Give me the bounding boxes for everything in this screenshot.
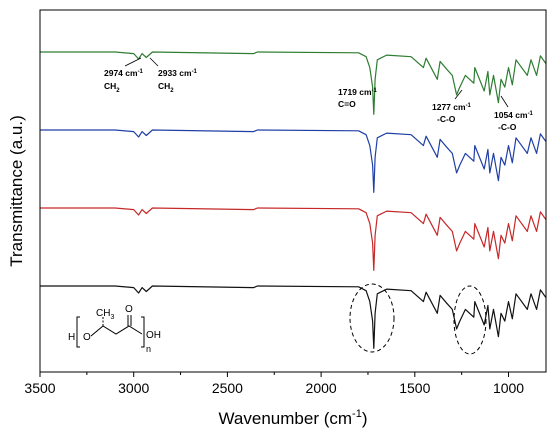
- annotation-1054: 1054 cm-1 -C-O: [494, 95, 534, 132]
- annotation-2974-leader: [124, 57, 142, 67]
- structure-ester-oxygen: O: [83, 332, 91, 343]
- annotation-1719-group: C=O: [338, 99, 356, 109]
- chemical-structure: H O CH3 O n OH: [68, 304, 161, 354]
- structure-h: H: [68, 332, 75, 343]
- annotation-2933: 2933 cm-1 CH2: [149, 57, 198, 94]
- annotation-1054-group: -C-O: [498, 122, 517, 132]
- highlight-ellipse-c-o: [453, 285, 487, 355]
- highlight-ellipse-carbonyl: [349, 283, 395, 353]
- series-layer: [40, 51, 547, 349]
- spectrum-line-4: [40, 285, 547, 349]
- annotation-2974: 2974 cm-1 CH2: [104, 57, 144, 94]
- annotation-2974-value: 2974 cm-1: [104, 68, 144, 78]
- structure-right-bracket: [141, 316, 145, 348]
- y-axis-label: Transmittance (a.u.): [7, 115, 26, 266]
- x-ticks: 3500 3000 2500 2000 1500 1000: [24, 372, 524, 396]
- structure-left-bracket: [76, 316, 80, 348]
- annotation-1277-group: -C-O: [437, 114, 456, 124]
- x-tick-label: 2000: [306, 380, 337, 396]
- annotation-1054-value: 1054 cm-1: [494, 110, 534, 120]
- annotation-1277-value: 1277 cm-1: [432, 102, 472, 112]
- annotation-1277: 1277 cm-1 -C-O: [432, 89, 472, 124]
- x-tick-label: 1000: [493, 380, 524, 396]
- x-tick-label: 3500: [24, 380, 55, 396]
- annotation-1719-value: 1719 cm-1: [338, 87, 378, 97]
- spectrum-line-2: [40, 129, 547, 193]
- annotation-2933-value: 2933 cm-1: [158, 68, 198, 78]
- structure-chain: [90, 325, 143, 337]
- structure-hydroxyl: OH: [146, 330, 161, 341]
- annotation-1054-leader: [500, 95, 509, 108]
- annotation-2974-group: CH2: [104, 81, 120, 94]
- x-tick-label: 3000: [118, 380, 149, 396]
- annotation-1277-leader: [454, 89, 463, 100]
- structure-carbonyl-oxygen: O: [125, 304, 133, 315]
- x-tick-label: 2500: [212, 380, 243, 396]
- structure-repeat-n: n: [146, 344, 151, 354]
- x-tick-label: 1500: [399, 380, 430, 396]
- plot-frame: [39, 9, 547, 373]
- structure-methyl: CH3: [96, 308, 114, 321]
- spectrum-line-1: [40, 51, 547, 116]
- annotation-1719: 1719 cm-1 C=O: [338, 87, 378, 109]
- annotation-2933-group: CH2: [158, 81, 174, 94]
- x-axis-label: Wavenumber (cm-1): [219, 408, 368, 428]
- spectrum-line-3: [40, 207, 547, 271]
- annotation-2933-leader: [149, 57, 159, 67]
